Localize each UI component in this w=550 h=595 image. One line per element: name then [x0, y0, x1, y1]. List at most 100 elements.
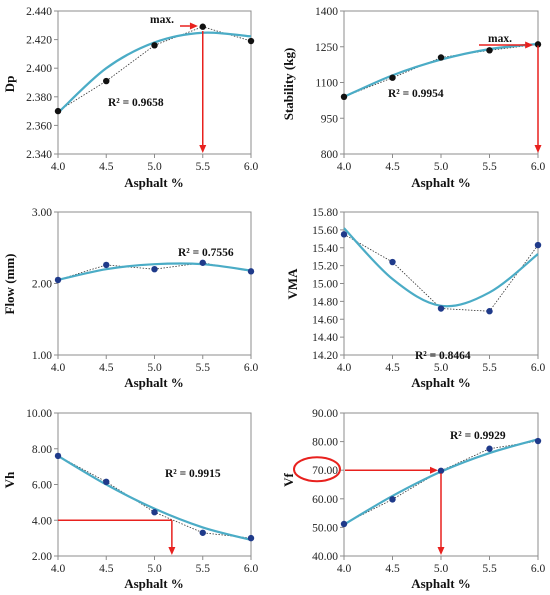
y-axis-label: VMA — [285, 268, 300, 300]
data-point — [103, 77, 110, 85]
chart-dp: 2.340 2.360 2.380 2.400 2.420 2.440 4.0 4.5 5.0 5… — [2, 6, 258, 190]
plot-layer: 2.340 2.360 2.380 2.400 2.420 2.440 4.0 4.5 5.0 5… — [26, 6, 258, 173]
max-arrow-vertical — [534, 45, 542, 153]
y-tick-label: 80.00 — [312, 437, 338, 449]
y-tick-label: 2.440 — [26, 6, 52, 18]
x-tick-label: 6.0 — [531, 161, 546, 173]
plot-layer: 2.00 4.00 6.00 8.00 10.00 4.0 4.5 5.0 5.5 6.0 — [26, 408, 258, 575]
data-point — [151, 42, 158, 49]
y-tick-label: 2.420 — [26, 35, 52, 47]
y-tick-label: 50.00 — [312, 522, 338, 534]
data-point — [534, 437, 542, 445]
data-point — [486, 445, 493, 452]
x-tick-label: 6.0 — [531, 362, 546, 374]
data-point — [54, 452, 62, 460]
arrow-head — [199, 145, 207, 153]
data-connector-line — [343, 440, 539, 525]
chart-vma: 14.20 14.40 14.60 14.80 15.00 15.20 15.40 15.60… — [285, 207, 545, 390]
x-axis-label: Asphalt % — [411, 375, 471, 390]
y-tick-label: 800 — [321, 149, 339, 161]
data-point — [389, 496, 396, 503]
data-point — [437, 305, 445, 312]
data-point — [103, 261, 110, 269]
x-tick-label: 4.5 — [99, 563, 114, 575]
x-tick-label: 5.0 — [147, 563, 162, 575]
data-point — [437, 54, 445, 61]
reference-arrow-vertical — [168, 520, 176, 555]
r-squared-label: R² = 0.8464 — [415, 350, 471, 362]
x-tick-label: 5.0 — [434, 563, 449, 575]
data-point — [54, 107, 62, 115]
max-arrow-horizontal — [479, 41, 534, 49]
data-point — [199, 23, 206, 30]
y-axis-label: Stability (kg) — [281, 48, 296, 121]
x-tick-label: 5.5 — [196, 161, 211, 173]
data-point — [247, 268, 255, 275]
x-tick-label: 5.5 — [196, 362, 211, 374]
data-point — [340, 93, 348, 101]
r-squared-label: R² = 0.7556 — [178, 247, 234, 259]
x-tick-label: 5.5 — [482, 161, 497, 173]
r-squared-label: R² = 0.9954 — [388, 88, 444, 100]
y-axis-label: Flow (mm) — [2, 253, 17, 314]
data-point — [486, 308, 493, 315]
max-annotation: max. — [488, 33, 512, 45]
plot-layer: 1.00 2.00 3.00 4.0 4.5 5.0 5.5 6.0 — [32, 207, 259, 374]
x-tick-label: 4.0 — [337, 563, 352, 575]
r-squared-label: R² = 0.9658 — [108, 97, 164, 109]
data-point — [199, 529, 206, 536]
data-point — [534, 241, 542, 249]
r-squared-label: R² = 0.9929 — [450, 430, 506, 442]
highlight-circle — [293, 456, 341, 483]
arrow-head — [437, 547, 445, 555]
max-annotation: max. — [150, 14, 174, 26]
chart-stability: 800 950 1100 1250 1400 4.0 4.5 5.0 5.5 6.0 Stabil… — [281, 6, 545, 190]
y-tick-label: 2.360 — [26, 120, 52, 132]
x-axis-label: Asphalt % — [124, 375, 184, 390]
y-tick-label: 1100 — [315, 78, 338, 90]
x-tick-label: 4.0 — [337, 161, 352, 173]
x-tick-label: 4.5 — [99, 362, 114, 374]
data-point — [534, 41, 542, 48]
data-point — [340, 520, 348, 528]
max-arrow-horizontal — [180, 22, 198, 30]
data-point — [151, 509, 158, 516]
y-tick-label: 70.00 — [312, 465, 338, 477]
y-tick-label: 1250 — [315, 42, 338, 54]
trendline-curve — [343, 227, 539, 308]
arrow-head — [525, 41, 534, 49]
x-tick-label: 4.0 — [337, 362, 352, 374]
y-tick-label: 2.340 — [26, 149, 52, 161]
trendline-curve — [57, 262, 252, 281]
y-tick-label: 10.00 — [26, 408, 52, 420]
y-tick-label: 15.40 — [312, 243, 338, 255]
plot-layer: 14.20 14.40 14.60 14.80 15.00 15.20 15.40 15.60… — [312, 207, 545, 374]
x-tick-label: 5.0 — [434, 362, 449, 374]
plot-layer: 800 950 1100 1250 1400 4.0 4.5 5.0 5.5 6.0 — [315, 6, 545, 173]
x-tick-label: 4.5 — [385, 563, 400, 575]
x-tick-label: 6.0 — [531, 563, 546, 575]
plot-frame — [343, 211, 539, 356]
x-tick-label: 4.0 — [51, 563, 66, 575]
y-tick-label: 6.00 — [32, 480, 52, 492]
data-connector-line — [57, 262, 252, 281]
x-tick-label: 5.5 — [196, 563, 211, 575]
y-tick-label: 1.00 — [32, 350, 52, 362]
x-axis-label: Asphalt % — [411, 175, 471, 190]
y-tick-label: 14.40 — [312, 332, 338, 344]
chart-flow: 1.00 2.00 3.00 4.0 4.5 5.0 5.5 6.0 Flow (mm) As… — [2, 207, 259, 390]
x-tick-label: 5.0 — [147, 161, 162, 173]
y-tick-label: 14.60 — [312, 314, 338, 326]
plot-frame — [57, 211, 252, 356]
y-axis-label: Vh — [2, 471, 17, 488]
y-axis-label: Vf — [281, 472, 296, 486]
x-axis-label: Asphalt % — [411, 576, 471, 591]
y-tick-label: 60.00 — [312, 494, 338, 506]
data-point — [437, 467, 445, 474]
y-tick-label: 2.00 — [32, 279, 52, 291]
x-tick-label: 6.0 — [244, 563, 259, 575]
y-tick-label: 2.380 — [26, 92, 52, 104]
arrow-head — [430, 466, 438, 474]
arrow-head — [168, 547, 176, 555]
reference-arrow-vertical — [437, 473, 445, 555]
